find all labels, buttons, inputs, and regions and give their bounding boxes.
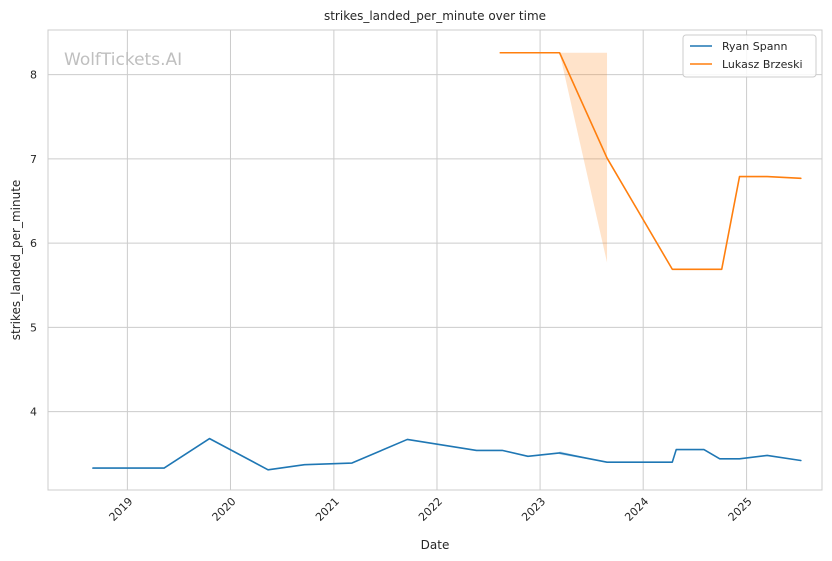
y-tick-label: 8	[30, 69, 37, 82]
y-tick-label: 5	[30, 321, 37, 334]
legend-entry: Ryan Spann	[722, 40, 787, 53]
y-tick-label: 4	[30, 406, 37, 419]
confidence-band	[559, 52, 608, 263]
legend: Ryan Spann Lukasz Brzeski	[682, 34, 817, 78]
y-tick-label: 7	[30, 153, 37, 166]
y-axis-ticks: 4 5 6 7 8	[30, 69, 37, 419]
grid	[48, 30, 822, 490]
chart-title: strikes_landed_per_minute over time	[324, 9, 546, 23]
legend-box	[682, 34, 817, 78]
series-line	[499, 51, 802, 271]
series-line	[92, 437, 802, 471]
y-axis-label: strikes_landed_per_minute	[9, 180, 23, 341]
legend-entry: Lukasz Brzeski	[722, 58, 803, 71]
plot-frame	[47, 29, 823, 491]
series-lines	[92, 51, 802, 471]
y-tick-label: 6	[30, 237, 37, 250]
watermark: WolfTickets.AI	[64, 50, 182, 70]
x-axis-label: Date	[421, 538, 450, 552]
